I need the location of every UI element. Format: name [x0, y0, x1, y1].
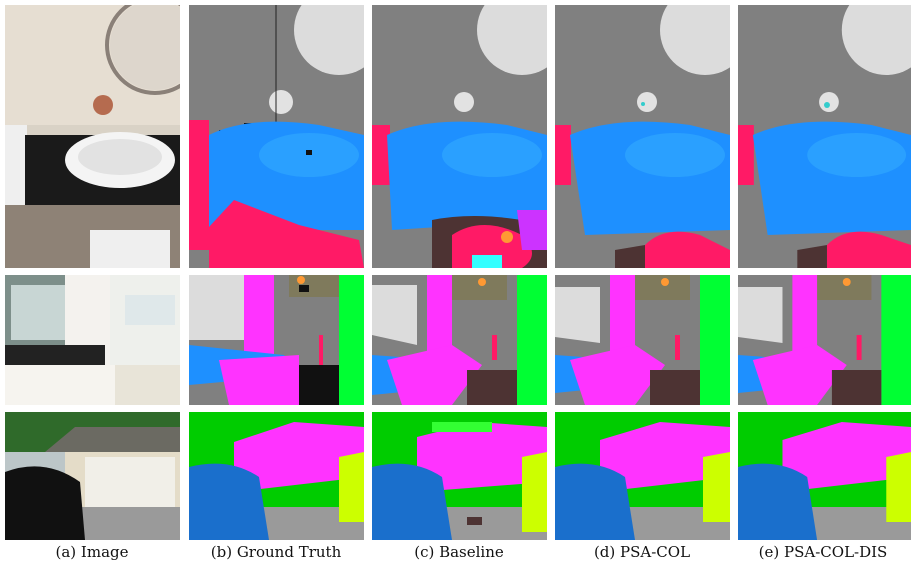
psacoldis-bathroom-vanity: [738, 275, 911, 405]
baseline-bathroom-sink: [372, 5, 547, 268]
image-garage-car: [5, 412, 180, 540]
baseline-bathroom-vanity: [372, 275, 547, 405]
gt-bathroom-sink: [189, 5, 364, 268]
baseline-garage-car: [372, 412, 547, 540]
psacol-garage-car: [555, 412, 730, 540]
psacol-bathroom-vanity: [555, 275, 730, 405]
caption-ground-truth: (b) Ground Truth: [210, 543, 342, 561]
psacoldis-bathroom-sink: [738, 5, 911, 268]
caption-psa-col-dis: (e) PSA-COL-DIS: [758, 543, 888, 561]
caption-image: (a) Image: [55, 543, 129, 561]
caption-psa-col: (d) PSA-COL: [593, 543, 691, 561]
gt-bathroom-vanity: [189, 275, 364, 405]
image-bathroom-vanity: [5, 275, 180, 405]
psacol-bathroom-sink: [555, 5, 730, 268]
gt-garage-car: [189, 412, 364, 540]
image-bathroom-sink: [5, 5, 180, 268]
caption-baseline: (c) Baseline: [414, 543, 504, 561]
psacoldis-garage-car: [738, 412, 911, 540]
